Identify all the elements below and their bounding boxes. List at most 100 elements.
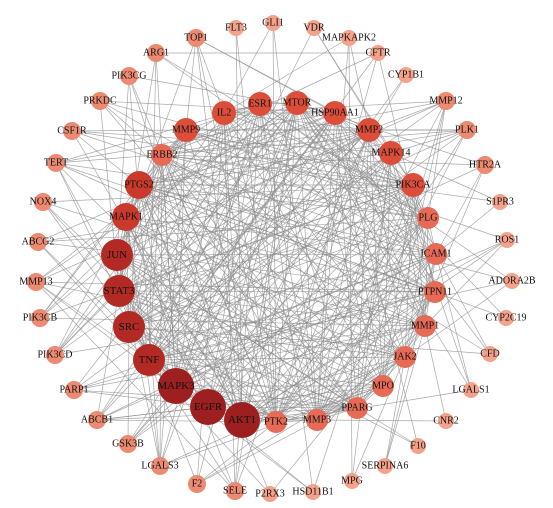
edge-plk1-ptgs2 <box>138 129 468 186</box>
edge-mmp12-plg <box>427 100 447 219</box>
node-mapkapk2[interactable]: MAPKAPK2 <box>322 30 376 46</box>
node-plg[interactable]: PLG <box>417 207 439 229</box>
edge-csf1r-pik3ca <box>71 130 414 186</box>
node-p2rx3[interactable]: P2RX3 <box>255 486 285 502</box>
node-top1[interactable]: TOP1 <box>184 29 208 47</box>
node-circle <box>103 275 135 307</box>
edge-s1pr3-mapk14 <box>390 152 501 203</box>
edge-jun-jak2 <box>116 254 406 358</box>
node-circle <box>34 193 52 211</box>
node-circle <box>425 243 447 265</box>
node-vdr[interactable]: VDR <box>303 20 325 36</box>
node-circle <box>151 144 173 166</box>
edge-plg-mapk3 <box>175 217 429 387</box>
edge-lgals3-esr1 <box>159 103 261 467</box>
edge-hsp90aa1-ptgs2 <box>138 112 336 186</box>
node-il2[interactable]: IL2 <box>212 101 236 125</box>
node-circle <box>158 368 194 404</box>
node-tert[interactable]: TERT <box>44 154 68 172</box>
edge-mapk1-src <box>125 216 130 328</box>
edge-gli1-il2 <box>223 22 274 114</box>
node-hsd11b1[interactable]: HSD11B1 <box>292 484 334 500</box>
edge-ptgs2-pparg <box>138 184 358 409</box>
node-f10[interactable]: F10 <box>410 438 426 454</box>
node-adora2b[interactable]: ADORA2B <box>488 273 536 289</box>
node-circle <box>29 233 47 251</box>
node-circle <box>187 29 205 47</box>
node-abcg2[interactable]: ABCG2 <box>22 233 55 251</box>
node-circle <box>341 30 357 46</box>
node-gli1[interactable]: GLI1 <box>262 15 284 31</box>
edge-cnr2-mmp1 <box>424 325 447 422</box>
node-f2[interactable]: F2 <box>188 475 206 493</box>
node-circle <box>463 382 479 398</box>
edges-layer <box>35 22 513 495</box>
edge-plk1-mmp3 <box>316 129 468 421</box>
node-circle <box>476 156 494 174</box>
node-stat3[interactable]: STAT3 <box>103 275 135 307</box>
node-s1pr3[interactable]: S1PR3 <box>486 194 514 210</box>
edge-prkdc-ptpn11 <box>99 100 436 293</box>
edge-plk1-tnf <box>148 129 468 361</box>
node-tnf[interactable]: TNF <box>133 344 165 376</box>
node-egfr[interactable]: EGFR <box>190 389 226 425</box>
edge-plg-egfr <box>207 217 429 408</box>
edge-tert-plk1 <box>55 129 468 164</box>
node-lgals3[interactable]: LGALS3 <box>141 457 179 475</box>
edge-ptpn11-mpo <box>382 291 436 387</box>
edge-pik3cd-mtor <box>54 102 298 356</box>
node-circle <box>119 435 137 453</box>
node-cfd[interactable]: CFD <box>480 346 500 362</box>
edge-esr1-erbb2 <box>161 103 261 156</box>
node-circle <box>344 473 360 489</box>
edge-mmp1-mmp3 <box>316 325 426 421</box>
node-esr1[interactable]: ESR1 <box>248 92 272 116</box>
edge-abcb1-stat3 <box>96 290 120 421</box>
edge-ptgs2-icam1 <box>138 184 437 255</box>
node-pik3cd[interactable]: PIK3CD <box>37 346 73 364</box>
node-circle <box>357 118 381 142</box>
node-circle <box>410 438 426 454</box>
node-serpina6[interactable]: SERPINA6 <box>362 458 409 474</box>
node-circle <box>174 118 198 142</box>
node-mmp12[interactable]: MMP12 <box>429 92 463 110</box>
node-mpo[interactable]: MPO <box>372 375 394 397</box>
edge-f2-jak2 <box>196 356 406 485</box>
edge-prkdc-pik3ca <box>99 100 414 186</box>
node-circle <box>151 457 169 475</box>
edge-pik3cd-il2 <box>54 112 225 356</box>
node-pik3cg[interactable]: PIK3CG <box>111 67 147 85</box>
edge-mmp12-ptk2 <box>275 100 447 423</box>
edge-hsp90aa1-plg <box>334 112 429 219</box>
node-circle <box>306 20 322 36</box>
edge-serpina6-jak2 <box>384 356 406 467</box>
node-flt3[interactable]: FLT3 <box>225 20 247 36</box>
node-src[interactable]: SRC <box>113 311 145 343</box>
node-gsk3b[interactable]: GSK3B <box>112 435 144 453</box>
edge-arg1-tnf <box>148 52 157 361</box>
node-circle <box>133 344 165 376</box>
node-prkdc[interactable]: PRKDC <box>83 92 117 110</box>
node-mmp3[interactable]: MMP3 <box>303 409 331 431</box>
node-cyp2c19[interactable]: CYP2C19 <box>485 310 527 326</box>
edge-erbb2-jak2 <box>161 154 406 358</box>
node-nox4[interactable]: NOX4 <box>30 193 57 211</box>
node-circle <box>248 92 272 116</box>
edge-hsp90aa1-mmp3 <box>316 112 336 421</box>
node-mpg[interactable]: MPG <box>341 473 363 489</box>
edge-flt3-ptk2 <box>235 27 277 423</box>
node-akt1[interactable]: AKT1 <box>224 402 260 438</box>
edge-htr2a-icam1 <box>435 164 486 255</box>
node-parp1[interactable]: PARP1 <box>59 381 89 399</box>
edge-top1-il2 <box>195 37 225 114</box>
node-circle <box>323 101 347 125</box>
node-sele[interactable]: SELE <box>223 482 247 500</box>
edge-mmp12-mpo <box>382 100 447 387</box>
node-cyp1b1[interactable]: CYP1B1 <box>388 67 424 83</box>
edge-ros1-mmp1 <box>424 239 508 327</box>
node-lgals1[interactable]: LGALS1 <box>452 382 490 398</box>
edge-tert-mmp1 <box>55 162 426 327</box>
node-jun[interactable]: JUN <box>101 239 133 271</box>
node-circle <box>438 413 454 429</box>
